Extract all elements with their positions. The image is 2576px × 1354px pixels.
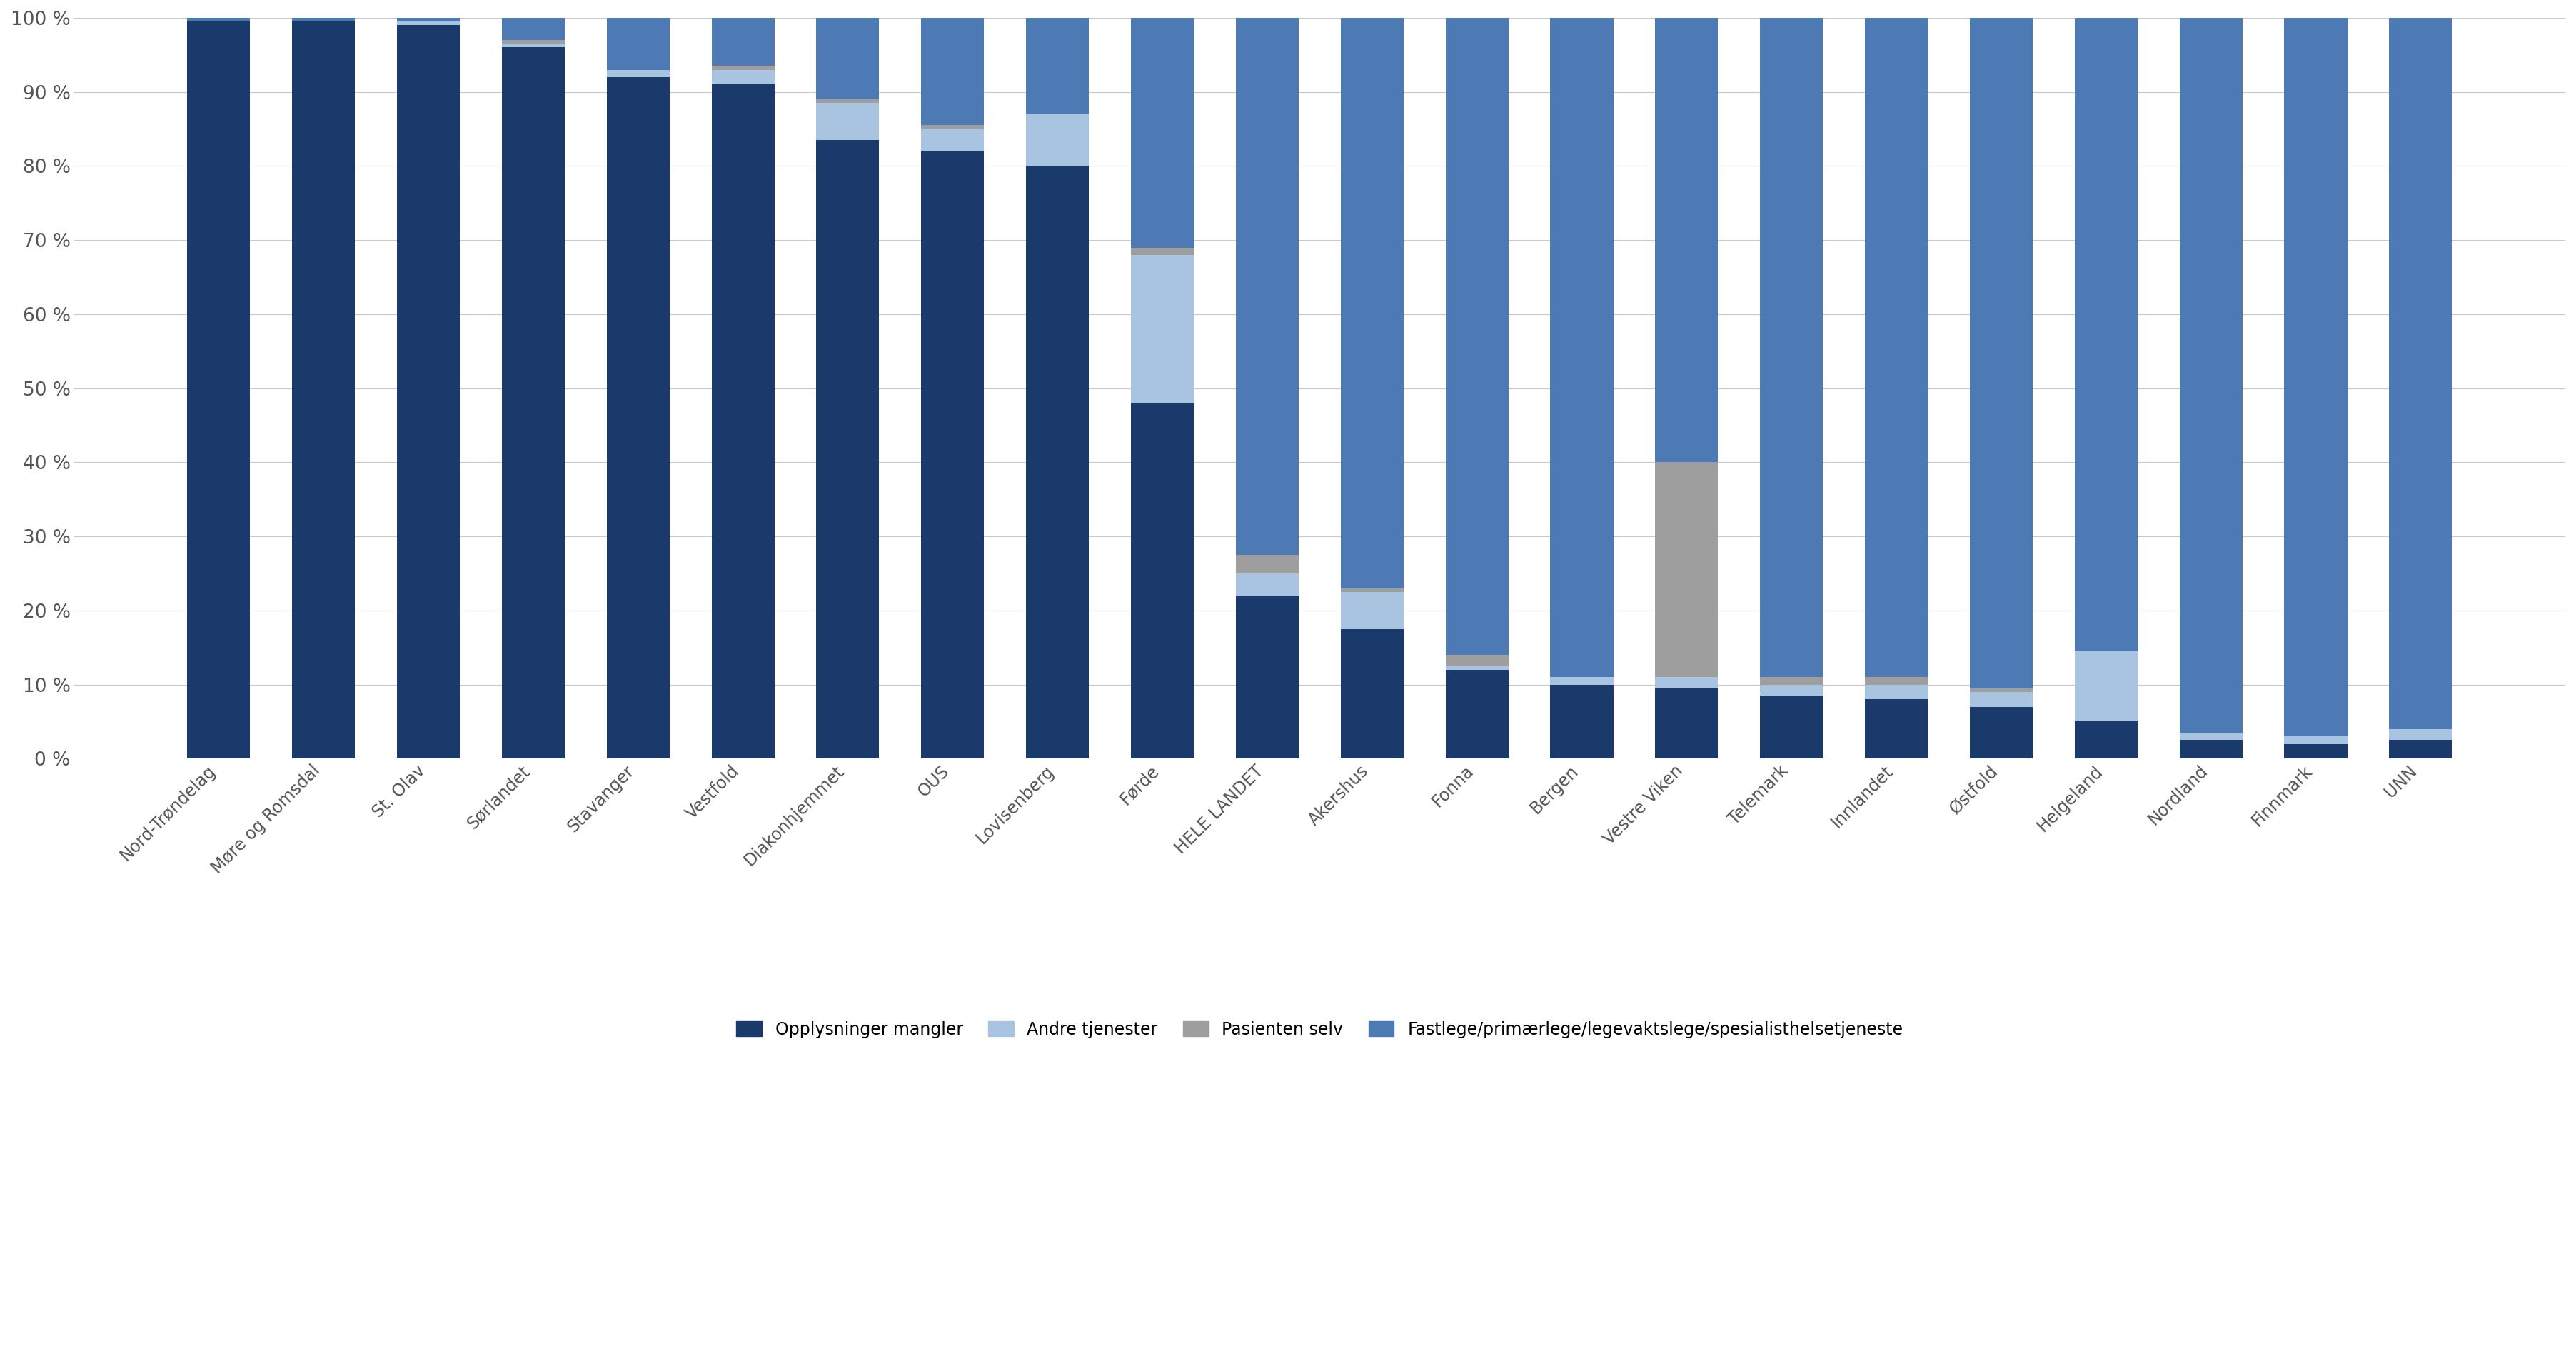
Bar [1340, 18, 1404, 588]
Bar [711, 69, 775, 84]
Bar [2388, 728, 2452, 741]
Bar [1865, 677, 1927, 685]
Bar [291, 18, 355, 22]
Bar [1131, 18, 1193, 248]
Bar [1971, 692, 2032, 707]
Bar [2285, 18, 2347, 737]
Bar [397, 22, 461, 26]
Bar [1656, 688, 1718, 758]
Bar [2388, 18, 2452, 728]
Bar [1445, 666, 1510, 670]
Bar [502, 18, 564, 41]
Bar [1340, 630, 1404, 758]
Bar [711, 18, 775, 66]
Bar [817, 139, 878, 758]
Bar [1759, 685, 1824, 696]
Bar [711, 84, 775, 758]
Bar [1340, 592, 1404, 630]
Legend: Opplysninger mangler, Andre tjenester, Pasienten selv, Fastlege/primærlege/legev: Opplysninger mangler, Andre tjenester, P… [729, 1013, 1911, 1047]
Bar [2074, 18, 2138, 651]
Bar [1445, 18, 1510, 655]
Bar [1131, 248, 1193, 255]
Bar [1236, 596, 1298, 758]
Bar [922, 126, 984, 129]
Bar [1025, 114, 1090, 167]
Bar [502, 47, 564, 758]
Bar [2285, 743, 2347, 758]
Bar [1551, 685, 1613, 758]
Bar [605, 77, 670, 758]
Bar [605, 69, 670, 77]
Bar [1131, 255, 1193, 403]
Bar [1236, 555, 1298, 574]
Bar [1445, 655, 1510, 666]
Bar [1759, 18, 1824, 677]
Bar [502, 41, 564, 43]
Bar [502, 43, 564, 47]
Bar [1759, 677, 1824, 685]
Bar [1971, 18, 2032, 688]
Bar [2179, 18, 2241, 733]
Bar [1656, 462, 1718, 677]
Bar [1656, 18, 1718, 462]
Bar [397, 26, 461, 758]
Bar [2074, 651, 2138, 722]
Bar [1759, 696, 1824, 758]
Bar [922, 129, 984, 152]
Bar [817, 18, 878, 99]
Bar [1551, 18, 1613, 677]
Bar [817, 99, 878, 103]
Bar [1865, 18, 1927, 677]
Bar [1971, 707, 2032, 758]
Bar [1971, 688, 2032, 692]
Bar [2179, 733, 2241, 741]
Bar [817, 103, 878, 139]
Bar [188, 18, 250, 22]
Bar [1865, 685, 1927, 700]
Bar [922, 18, 984, 126]
Bar [1025, 167, 1090, 758]
Bar [1236, 574, 1298, 596]
Bar [397, 18, 461, 22]
Bar [1551, 677, 1613, 685]
Bar [2179, 741, 2241, 758]
Bar [711, 66, 775, 69]
Bar [1656, 677, 1718, 688]
Bar [1236, 18, 1298, 555]
Bar [2285, 737, 2347, 743]
Bar [1131, 403, 1193, 758]
Bar [2074, 722, 2138, 758]
Bar [188, 22, 250, 758]
Bar [1865, 700, 1927, 758]
Bar [2388, 741, 2452, 758]
Bar [1445, 670, 1510, 758]
Bar [1025, 18, 1090, 114]
Bar [1340, 588, 1404, 592]
Bar [922, 152, 984, 758]
Bar [605, 18, 670, 69]
Bar [291, 22, 355, 758]
